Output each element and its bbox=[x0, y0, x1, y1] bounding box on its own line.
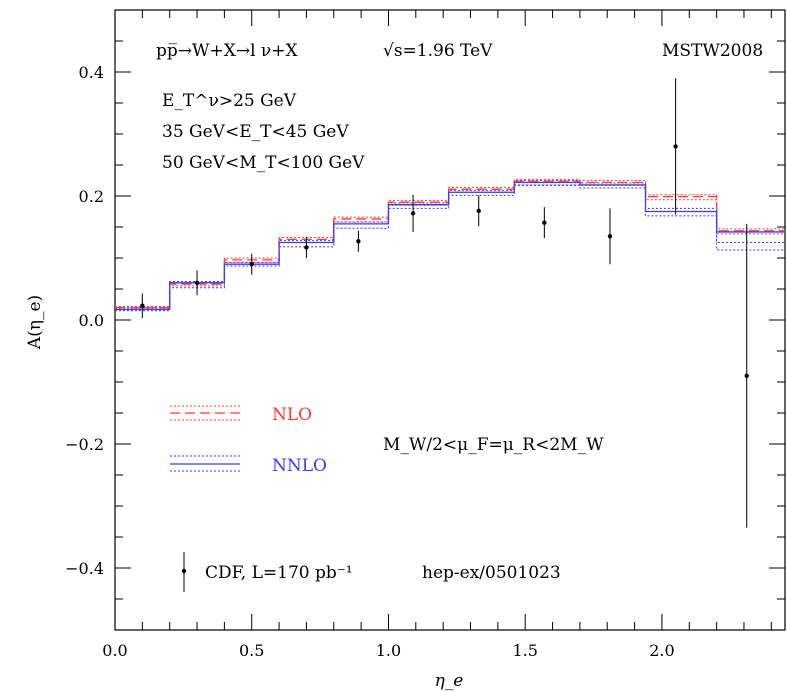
data-point bbox=[673, 78, 678, 215]
y-tick-label: 0.2 bbox=[79, 187, 104, 206]
nnlo-central-line bbox=[115, 181, 785, 311]
central-histograms bbox=[115, 180, 785, 311]
data-point-marker bbox=[542, 220, 547, 225]
data-point bbox=[542, 207, 547, 239]
legend-reference: hep-ex/0501023 bbox=[422, 563, 561, 583]
x-tick-label: 0.5 bbox=[239, 641, 264, 660]
data-point-marker bbox=[194, 280, 200, 285]
y-axis-label: A(η_e) bbox=[25, 295, 45, 350]
legend: NLO NNLO M_W/2<μ_F=μ_R<2M_W CDF, L=170 p… bbox=[170, 405, 604, 592]
y-tick-label: 0.4 bbox=[79, 63, 104, 82]
energy-annotation: √s=1.96 TeV bbox=[383, 41, 493, 61]
y-tick-label: −0.2 bbox=[65, 435, 104, 454]
legend-label-data: CDF, L=170 pb⁻¹ bbox=[205, 563, 353, 583]
data-point bbox=[607, 208, 613, 265]
data-point-marker bbox=[673, 144, 678, 149]
x-axis-label: η_e bbox=[435, 671, 464, 691]
cut-annotation-3: 50 GeV<M_T<100 GeV bbox=[162, 153, 365, 173]
cdf-data-points bbox=[140, 78, 749, 528]
data-point-marker bbox=[356, 239, 361, 244]
data-point-marker bbox=[249, 262, 254, 267]
data-point-marker bbox=[140, 303, 145, 308]
process-annotation: pp̅→W+X→l ν+X bbox=[156, 41, 298, 61]
y-tick-label: 0.0 bbox=[79, 311, 104, 330]
uncertainty-bands bbox=[115, 178, 785, 312]
nlo-band-high bbox=[115, 178, 785, 307]
legend-swatch-nlo bbox=[170, 405, 240, 421]
x-tick-label: 1.0 bbox=[376, 641, 401, 660]
x-tick-label: 2.0 bbox=[649, 641, 674, 660]
data-point bbox=[410, 194, 416, 232]
cut-annotation-1: E_T^ν>25 GeV bbox=[162, 91, 297, 111]
legend-label-nnlo: NNLO bbox=[272, 456, 327, 476]
data-point bbox=[194, 270, 200, 296]
data-point-marker bbox=[304, 245, 309, 250]
data-point bbox=[356, 230, 361, 252]
x-tick-label: 0.0 bbox=[102, 641, 127, 660]
nlo-band-low bbox=[115, 183, 785, 310]
legend-label-nlo: NLO bbox=[272, 405, 312, 425]
data-point bbox=[476, 195, 481, 227]
nnlo-band-low bbox=[115, 184, 785, 312]
data-point-marker bbox=[476, 208, 481, 214]
pdf-annotation: MSTW2008 bbox=[662, 41, 763, 61]
y-tick-label: −0.4 bbox=[65, 559, 104, 578]
legend-swatch-data bbox=[181, 552, 187, 592]
data-point-marker bbox=[607, 234, 613, 239]
axis-ticks bbox=[114, 9, 785, 631]
tick-labels: 0.0 0.5 1.0 1.5 2.0 −0.4 −0.2 0.0 0.2 0.4 bbox=[65, 63, 675, 660]
legend-swatch-nnlo bbox=[170, 455, 240, 472]
data-point bbox=[744, 223, 749, 528]
data-point-marker bbox=[410, 211, 416, 216]
data-point bbox=[304, 236, 309, 258]
cut-annotation-2: 35 GeV<E_T<45 GeV bbox=[162, 122, 349, 142]
data-point-marker bbox=[744, 373, 749, 378]
x-tick-label: 1.5 bbox=[512, 641, 537, 660]
data-point bbox=[140, 293, 145, 319]
data-point bbox=[249, 253, 254, 275]
scale-annotation: M_W/2<μ_F=μ_R<2M_W bbox=[383, 435, 604, 455]
